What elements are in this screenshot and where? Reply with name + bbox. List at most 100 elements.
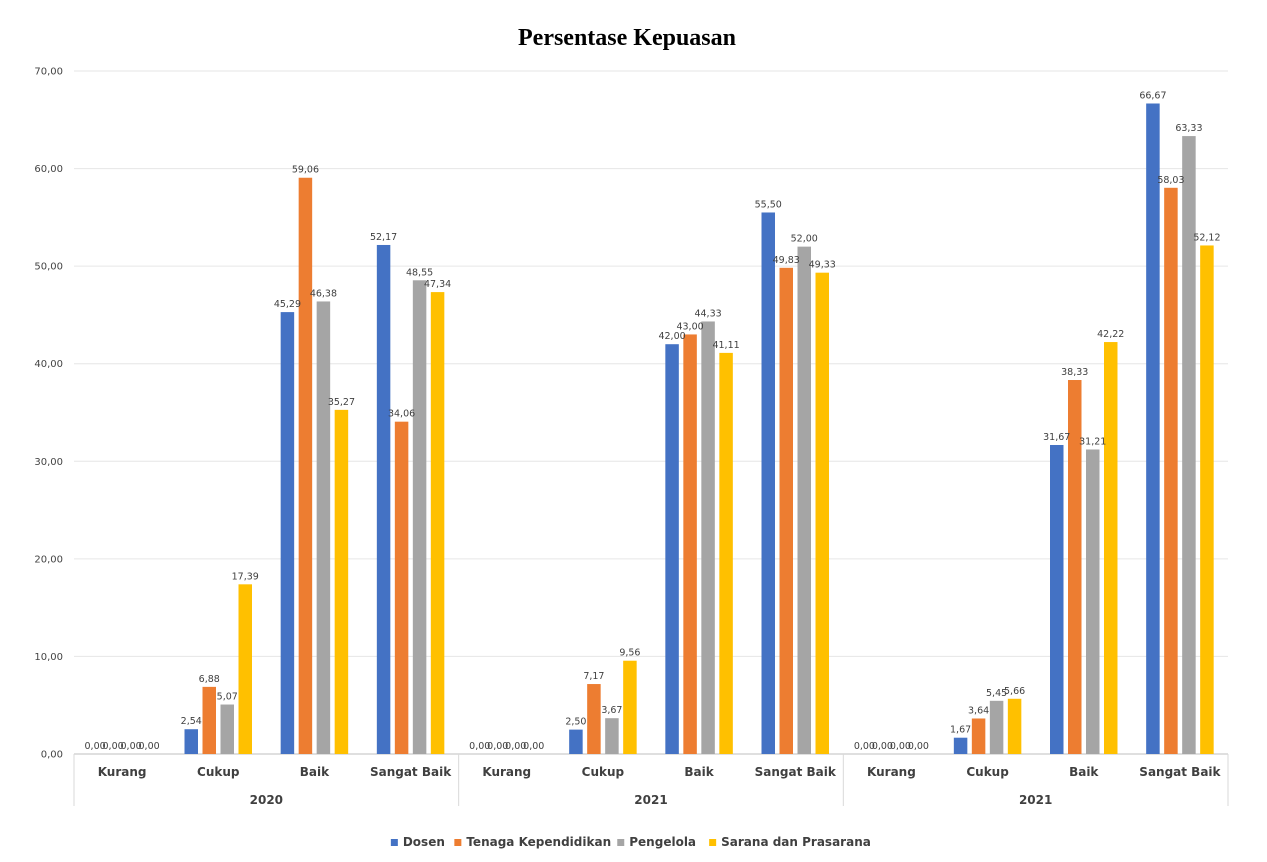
data-label: 17,39 <box>232 571 259 582</box>
bar <box>238 584 252 754</box>
bar <box>220 704 234 754</box>
bar <box>587 684 601 754</box>
data-label: 52,00 <box>791 234 818 245</box>
data-label: 42,22 <box>1097 329 1124 340</box>
data-label: 31,21 <box>1079 436 1106 447</box>
chart-title: Persentase Kepuasan <box>518 25 736 51</box>
category-label: Sangat Baik <box>1139 765 1221 779</box>
data-label: 35,27 <box>328 397 355 408</box>
data-label: 0,00 <box>103 741 124 752</box>
bar <box>1146 103 1160 755</box>
legend-swatch <box>454 839 462 846</box>
bar <box>665 344 679 754</box>
data-label: 2,50 <box>565 717 586 728</box>
category-label: Baik <box>1069 765 1099 779</box>
bar <box>1104 342 1118 754</box>
legend-label: Pengelola <box>629 835 696 849</box>
data-label: 7,17 <box>583 671 604 682</box>
data-label: 55,50 <box>755 199 782 210</box>
category-label: Sangat Baik <box>370 765 452 779</box>
data-label: 0,00 <box>505 741 526 752</box>
category-label: Cukup <box>966 765 1009 779</box>
data-label: 34,06 <box>388 409 415 420</box>
x-axis: Kurang Cukup Baik Sangat Baik 2020 Kurang Cuku… <box>73 754 1229 807</box>
legend: Dosen Tenaga Kependidikan Pengelola Sarana … <box>390 835 871 849</box>
data-label: 0,00 <box>487 741 508 752</box>
bar <box>376 244 391 755</box>
data-label: 0,00 <box>890 741 911 752</box>
bar <box>569 729 583 754</box>
bar <box>412 280 427 754</box>
category-label: Baik <box>300 765 330 779</box>
data-label: 5,66 <box>1004 686 1025 697</box>
bar <box>701 321 715 754</box>
gridlines <box>74 70 1228 755</box>
y-tick-label: 70,00 <box>34 67 63 78</box>
category-label: Baik <box>684 765 714 779</box>
data-label: 59,06 <box>292 165 319 176</box>
bar <box>719 352 733 754</box>
bar <box>953 737 968 754</box>
data-label: 52,17 <box>370 232 397 243</box>
legend-label: Dosen <box>403 835 445 849</box>
data-label: 5,07 <box>217 692 238 703</box>
data-label: 43,00 <box>676 321 703 332</box>
bar <box>430 292 445 754</box>
data-label: 38,33 <box>1061 367 1088 378</box>
data-label: 2,54 <box>181 716 202 727</box>
data-label: 0,00 <box>908 741 929 752</box>
bar <box>298 177 313 754</box>
data-label: 42,00 <box>658 331 685 342</box>
bar <box>1086 449 1100 754</box>
data-label: 0,00 <box>121 741 142 752</box>
category-label: Kurang <box>482 765 531 779</box>
bar <box>1164 187 1178 755</box>
category-label: Cukup <box>582 765 625 779</box>
data-label: 3,67 <box>601 705 622 716</box>
data-label: 5,45 <box>986 688 1007 699</box>
bar <box>779 267 793 754</box>
bar <box>815 272 829 754</box>
data-label: 0,00 <box>872 741 893 752</box>
data-label: 45,29 <box>274 299 301 310</box>
data-label: 0,00 <box>139 741 160 752</box>
bar <box>394 421 409 754</box>
data-labels: 0,000,000,000,002,546,885,0717,3945,2959… <box>85 90 1221 752</box>
data-label: 48,55 <box>406 267 433 278</box>
data-label: 58,03 <box>1157 175 1184 186</box>
bar <box>184 729 198 754</box>
y-tick-label: 20,00 <box>34 554 63 565</box>
category-label: Cukup <box>197 765 240 779</box>
bar <box>1007 698 1022 754</box>
data-label: 47,34 <box>424 279 451 290</box>
bar <box>1200 245 1214 755</box>
data-label: 9,56 <box>619 648 640 659</box>
group-label: 2021 <box>634 793 667 807</box>
data-label: 63,33 <box>1175 123 1202 134</box>
group-label: 2020 <box>250 793 283 807</box>
data-label: 52,12 <box>1193 232 1220 243</box>
legend-swatch <box>709 839 717 846</box>
bar <box>605 718 619 754</box>
bars <box>184 103 1214 755</box>
legend-swatch <box>390 839 398 846</box>
bar <box>1068 380 1082 754</box>
bar <box>316 301 331 754</box>
legend-label: Sarana dan Prasarana <box>721 835 871 849</box>
data-label: 3,64 <box>968 705 989 716</box>
bar <box>334 409 349 754</box>
legend-label: Tenaga Kependidikan <box>466 835 611 849</box>
data-label: 49,33 <box>809 260 836 271</box>
y-tick-label: 40,00 <box>34 359 63 370</box>
bar <box>202 686 216 754</box>
data-label: 44,33 <box>694 308 721 319</box>
data-label: 31,67 <box>1043 432 1070 443</box>
data-label: 66,67 <box>1139 90 1166 101</box>
bar <box>797 246 811 754</box>
y-tick-label: 30,00 <box>34 457 63 468</box>
bar <box>971 718 986 754</box>
category-label: Kurang <box>867 765 916 779</box>
y-tick-label: 50,00 <box>34 262 63 273</box>
group-label: 2021 <box>1019 793 1052 807</box>
y-tick-label: 60,00 <box>34 164 63 175</box>
